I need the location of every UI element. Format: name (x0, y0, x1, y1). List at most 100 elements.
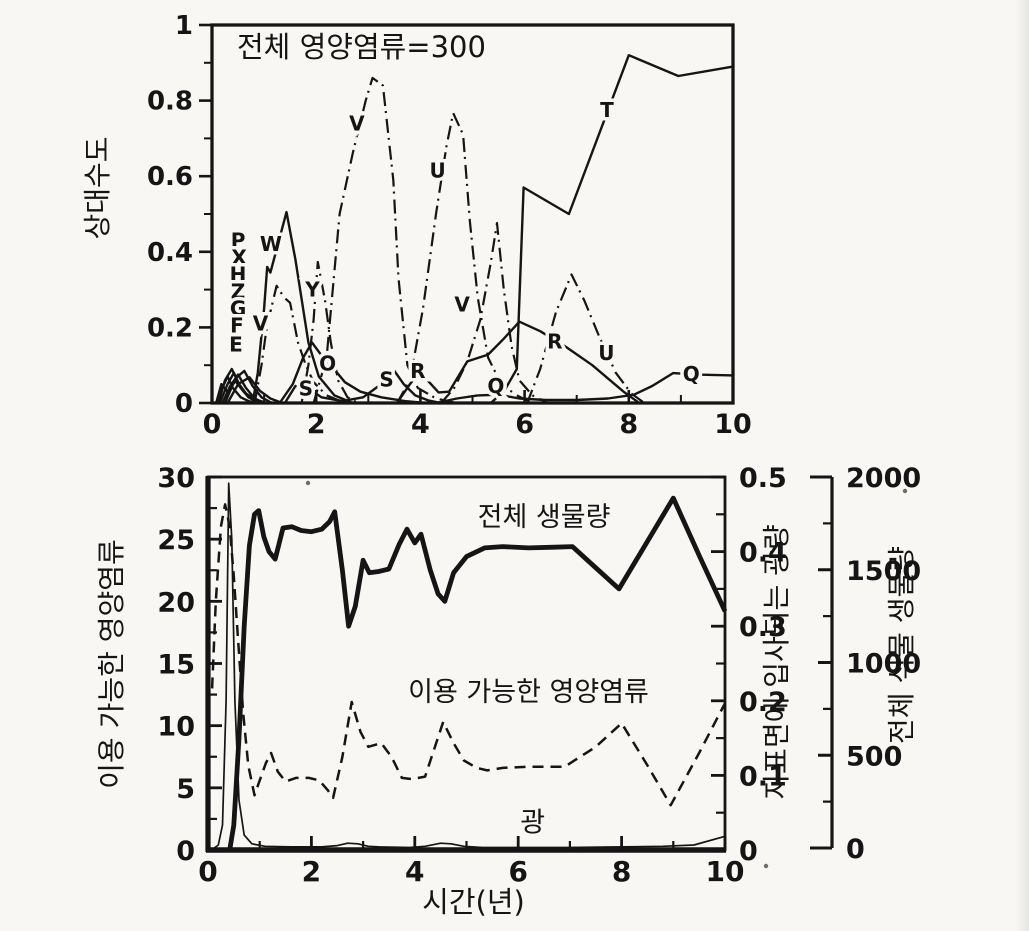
x-tick-label: 8 (612, 855, 631, 888)
series-Y (300, 260, 359, 404)
x-tick-label: 4 (405, 855, 424, 888)
curve-label-Y: Y (304, 278, 320, 302)
top-panel-series (215, 54, 734, 405)
scan-speckle (763, 863, 769, 869)
curve-label-V: V (454, 293, 470, 317)
curve-label-O: O (319, 351, 336, 375)
curve-label-이용 가능한 영양염류: 이용 가능한 영양염류 (408, 677, 649, 708)
right-y-tick-label: 0.3 (739, 612, 787, 643)
bottom-right-y-axis: 0 0.1 0.2 0.3 0.4 0.5 (711, 463, 787, 867)
right-y-tick-label: 0.5 (739, 463, 787, 494)
curve-label-F: F (230, 314, 244, 338)
x-tick-label: 0 (198, 855, 217, 888)
series-V-mid (312, 76, 458, 405)
series-O (278, 341, 426, 405)
bottom-panel-frame (206, 475, 727, 852)
y-tick-label: 0.2 (147, 313, 193, 343)
curve-label-V: V (253, 312, 269, 336)
y-tick-label: 1 (175, 11, 193, 41)
series-R (396, 320, 640, 404)
series-V-early (253, 284, 346, 405)
right-y-axis-title: 지표면에 입사되는 광량 (760, 524, 793, 799)
x-tick-label: 0 (203, 409, 222, 440)
curve-label-S: S (299, 377, 313, 401)
y-tick-label: 0.4 (147, 238, 193, 268)
curve-label-Q: Q (683, 362, 700, 386)
curve-label-X: X (231, 245, 247, 269)
left-y-tick-label: 25 (157, 525, 195, 556)
left-y-tick-label: 30 (157, 463, 195, 494)
bottom-x-axis: 0 2 4 6 8 10 (198, 836, 744, 888)
left-y-axis-title: 이용 가능한 영양염류 (95, 539, 128, 789)
far-y-tick-label: 1500 (846, 556, 921, 587)
x-tick-label: 8 (619, 409, 638, 440)
curve-label-V: V (349, 111, 365, 135)
curve-label-R: R (547, 329, 562, 353)
scan-artifacts (305, 480, 908, 869)
right-y-tick-label: 0.4 (739, 538, 787, 569)
left-y-tick-label: 0 (176, 836, 195, 867)
top-x-axis: 0 2 4 6 8 10 (203, 390, 752, 440)
far-y-tick-label: 500 (846, 741, 902, 772)
far-right-biomass-axis: 0 500 1000 1500 2000 (810, 463, 921, 865)
y-tick-label: 0.6 (147, 162, 193, 192)
x-tick-label: 6 (515, 409, 534, 440)
curve-label-E: E (229, 332, 243, 356)
curve-label-Z: Z (231, 279, 246, 303)
curve-label-R: R (410, 359, 425, 383)
series-광 (212, 482, 726, 850)
series-W (251, 210, 354, 405)
far-y-tick-label: 1000 (846, 649, 921, 680)
bottom-left-y-axis: 0 5 10 15 20 25 30 (157, 463, 222, 867)
x-tick-label: 2 (307, 409, 326, 440)
far-right-y-axis-title: 전체 식물 생물량 (885, 546, 918, 744)
scan-speckle (902, 488, 908, 494)
y-tick-label: 0.8 (147, 87, 193, 117)
series-U-mid (396, 112, 533, 404)
scan-speckle (305, 480, 311, 486)
x-tick-label: 6 (508, 855, 527, 888)
x-tick-label: 10 (714, 409, 752, 440)
curve-label-U: U (598, 341, 614, 365)
far-y-tick-label: 2000 (846, 463, 921, 494)
x-tick-label: 2 (302, 855, 321, 888)
series-전체 생물량 (227, 495, 728, 851)
curve-label-G: G (230, 297, 246, 321)
right-y-tick-label: 0 (739, 836, 758, 867)
curve-label-W: W (260, 232, 282, 256)
curve-label-H: H (230, 262, 247, 286)
left-y-tick-label: 10 (157, 712, 195, 743)
curve-label-U: U (429, 159, 445, 183)
top-y-axis: 0 0.2 0.4 0.6 0.8 1 (147, 11, 212, 419)
right-y-tick-label: 0.2 (739, 687, 787, 718)
curve-label-Q: Q (487, 374, 504, 398)
y-tick-label: 0 (175, 389, 193, 419)
top-y-axis-title: 상대수도 (81, 136, 114, 239)
x-tick-label: 10 (706, 855, 745, 888)
series-T (489, 54, 734, 404)
bottom-panel-series (210, 482, 728, 851)
x-axis-title: 시간(년) (422, 885, 525, 919)
curve-label-전체 생물량: 전체 생물량 (478, 502, 611, 533)
curve-label-P: P (231, 228, 246, 252)
x-tick-label: 4 (411, 409, 430, 440)
top-panel-title: 전체 영양염류=300 (237, 30, 486, 64)
left-y-tick-label: 5 (176, 774, 195, 805)
series-V-late (440, 222, 549, 404)
series-이용 가능한 영양염류 (210, 503, 727, 807)
left-y-tick-label: 15 (157, 650, 195, 681)
far-y-tick-label: 0 (846, 834, 865, 865)
relative-abundance-panel: 0 2 4 6 8 10 0 0.2 0.4 0.6 0.8 1 전체 영양염류=300 상대수도 PXHZ… (81, 11, 752, 440)
left-y-tick-label: 20 (157, 587, 195, 618)
right-y-tick-label: 0.1 (739, 761, 787, 792)
series-U-late (526, 273, 646, 404)
curve-label-광: 광 (520, 808, 545, 839)
curve-label-T: T (600, 98, 614, 122)
curve-label-S: S (379, 368, 393, 392)
series-S (283, 369, 442, 405)
biomass-nutrient-light-panel: 0 2 4 6 8 1005101520253000.10.20.30.40.505001… (95, 463, 921, 919)
